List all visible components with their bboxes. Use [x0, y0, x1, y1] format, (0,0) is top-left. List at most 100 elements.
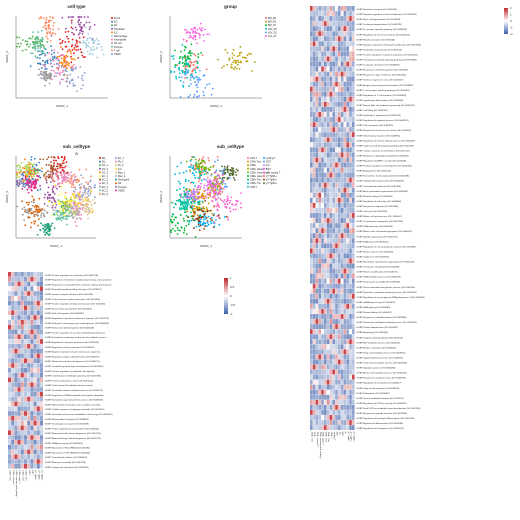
heatmap-cell: [312, 243, 316, 249]
umap-point: [199, 182, 202, 185]
heatmap-cell: [321, 303, 324, 309]
legend-swatch: [263, 175, 265, 177]
heatmap-cell: [343, 228, 347, 234]
umap-point: [72, 202, 75, 204]
heatmap-cell: [349, 379, 352, 385]
heatmap-cell: [17, 406, 21, 411]
umap-point: [239, 45, 242, 48]
heatmap-row-label: GOBP Golgi vesicle transport (GO:0048193…: [356, 387, 399, 390]
umap-point: [223, 199, 226, 201]
heatmap-cell: [8, 320, 11, 325]
umap-point: [86, 213, 89, 216]
heatmap-col-label: CD8+ Tem: [324, 432, 326, 443]
heatmap-row-label: GOBP Protein folding (GO:0006457): [356, 311, 392, 314]
heatmap-cell: [324, 263, 327, 269]
heatmap-cell: [8, 348, 11, 354]
umap-point: [178, 57, 181, 60]
heatmap-cell: [27, 339, 31, 344]
heatmap-cell: [326, 298, 330, 304]
umap-point: [194, 36, 197, 38]
umap-point: [84, 210, 86, 212]
umap-point: [241, 56, 244, 59]
umap-point: [207, 215, 210, 218]
heatmap-cell: [343, 177, 347, 183]
heatmap-cell: [40, 334, 43, 339]
umap-point: [62, 205, 65, 207]
heatmap-cell: [310, 162, 313, 168]
heatmap-cell: [349, 162, 352, 168]
umap-point: [208, 33, 211, 36]
heatmap-cell: [326, 172, 330, 178]
heatmap-cell: [335, 223, 338, 228]
heatmap-cell: [352, 187, 355, 193]
heatmap-cell: [312, 319, 316, 324]
legend-label: CD8 T: [250, 186, 257, 189]
umap-point: [209, 217, 212, 220]
umap-point: [47, 156, 50, 159]
heatmap-row-label: GOBP Regulation of axon extension (GO:00…: [45, 346, 95, 349]
heatmap-cell: [349, 16, 352, 21]
heatmap-cell: [352, 96, 355, 102]
umap-point: [36, 205, 39, 207]
legend-label: pT Tgfb4+: [266, 182, 277, 185]
umap-point: [215, 205, 218, 208]
heatmap-row-label: GOBP Determination of left/right symmetr…: [45, 375, 101, 378]
heatmap-cell: [324, 91, 327, 97]
umap-point: [221, 191, 224, 193]
heatmap-cell: [329, 46, 333, 52]
umap-point: [199, 162, 202, 165]
heatmap-cell: [338, 425, 341, 430]
heatmap-cell: [27, 281, 31, 287]
heatmap-cell: [33, 286, 37, 291]
heatmap-row-label: GOBP Wound healing (GO:0042060): [356, 196, 392, 198]
umap-point: [206, 220, 209, 222]
heatmap-cell: [349, 197, 352, 203]
umap-point: [188, 196, 191, 199]
heatmap-cell: [340, 349, 344, 355]
heatmap-cell: [352, 288, 355, 294]
heatmap-cell: [338, 112, 341, 117]
heatmap-right: GOBP Histamine transport (GO:0051608)GOB…: [310, 6, 513, 460]
umap-point: [172, 227, 174, 230]
heatmap-cell: [36, 281, 40, 287]
umap-point: [199, 78, 202, 81]
heatmap-cell: [352, 303, 355, 309]
umap-point: [28, 208, 30, 211]
heatmap-cell: [352, 117, 355, 122]
heatmap-cell: [349, 283, 352, 289]
umap-point: [38, 218, 40, 221]
heatmap-cell: [11, 324, 15, 330]
heatmap-cell: [318, 16, 321, 21]
umap-point: [189, 159, 192, 162]
umap-point: [38, 45, 41, 47]
heatmap-cell: [352, 233, 355, 239]
umap-point: [28, 201, 30, 204]
heatmap-cell: [33, 406, 37, 411]
umap-point: [61, 48, 64, 51]
heatmap-col-label: NKT: [31, 470, 33, 475]
heatmap-row-label: GOBP rRNA processing (GO:0006364): [45, 442, 83, 445]
heatmap-cell: [315, 344, 319, 350]
umap-point: [74, 26, 77, 29]
umap-point: [253, 61, 256, 63]
heatmap-cell: [335, 31, 338, 37]
umap-point: [193, 93, 196, 96]
umap-point: [212, 166, 215, 168]
heatmap-cell: [310, 228, 313, 234]
heatmap-cell: [338, 248, 341, 254]
heatmap-row-label: GOBP Endocytosis (GO:0006897): [356, 392, 390, 395]
heatmap-cell: [343, 415, 347, 420]
umap-point: [47, 230, 49, 233]
umap-point: [178, 72, 181, 75]
heatmap-cell: [14, 281, 18, 287]
heatmap-cell: [329, 127, 333, 133]
heatmap-cell: [315, 399, 319, 405]
heatmap-cell: [310, 117, 313, 122]
heatmap-row-label: GOBP ATP metabolic process (GO:0046034): [356, 341, 400, 344]
heatmap-cell: [318, 31, 321, 37]
heatmap-cell: [324, 26, 327, 32]
umap-point: [185, 62, 188, 64]
umap-point: [196, 60, 199, 63]
umap-point: [193, 190, 196, 193]
umap-point: [40, 214, 43, 217]
